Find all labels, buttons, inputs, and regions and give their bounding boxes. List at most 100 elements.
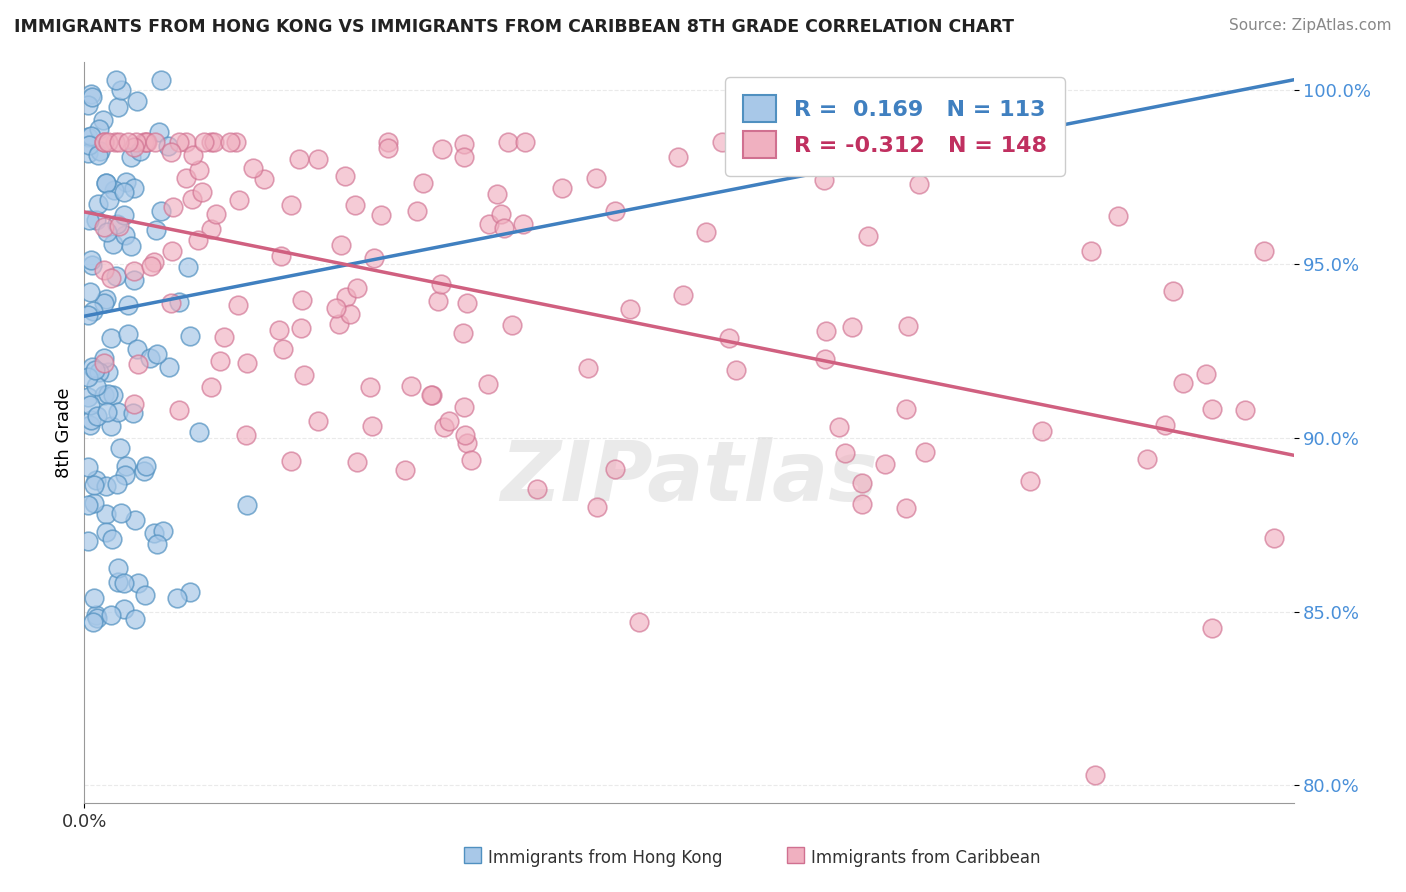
Point: [101, 236, 124, 251]
Point: [339, 307, 361, 321]
Point: [1234, 402, 1257, 417]
Point: [363, 252, 385, 266]
Point: [152, 524, 174, 538]
Point: [477, 377, 499, 392]
Point: [420, 387, 443, 401]
Point: [77, 370, 100, 384]
Point: [1161, 284, 1184, 298]
Point: [489, 206, 512, 220]
Point: [134, 464, 156, 478]
Point: [270, 249, 292, 263]
Point: [139, 259, 162, 273]
Point: [512, 217, 534, 231]
Point: [86, 611, 108, 625]
Point: [1263, 532, 1285, 546]
Point: [271, 343, 294, 357]
Point: [307, 153, 329, 167]
Text: Source: ZipAtlas.com: Source: ZipAtlas.com: [1229, 18, 1392, 33]
Point: [94, 293, 117, 307]
Point: [437, 414, 460, 428]
Point: [146, 347, 169, 361]
Point: [128, 144, 150, 158]
Point: [160, 296, 183, 310]
Point: [132, 136, 155, 150]
Point: [666, 149, 689, 163]
Point: [335, 290, 357, 304]
Point: [377, 136, 399, 150]
Point: [176, 260, 198, 274]
Point: [84, 363, 107, 377]
Point: [873, 457, 896, 471]
Point: [485, 187, 508, 202]
Point: [1107, 209, 1129, 223]
Point: [828, 420, 851, 434]
Point: [361, 418, 384, 433]
Point: [1018, 475, 1040, 489]
Point: [406, 204, 429, 219]
Point: [894, 501, 917, 516]
Point: [93, 136, 115, 150]
Point: [526, 482, 548, 496]
Point: [157, 359, 180, 374]
Point: [1136, 451, 1159, 466]
Point: [202, 136, 225, 150]
Point: [290, 293, 312, 308]
Point: [114, 458, 136, 473]
Point: [236, 356, 259, 370]
Point: [359, 380, 381, 394]
Point: [77, 138, 100, 153]
Point: [333, 169, 356, 183]
Point: [80, 129, 103, 144]
Point: [134, 588, 156, 602]
Point: [187, 163, 209, 178]
Point: [162, 200, 184, 214]
Point: [135, 136, 157, 150]
Point: [100, 607, 122, 622]
Point: [82, 89, 104, 103]
Point: [166, 591, 188, 605]
Point: [112, 602, 135, 616]
Point: [346, 281, 368, 295]
Point: [433, 420, 456, 434]
Point: [125, 342, 148, 356]
Point: [103, 183, 125, 197]
Point: [145, 223, 167, 237]
Point: [112, 575, 135, 590]
Point: [420, 388, 443, 402]
Point: [346, 455, 368, 469]
Point: [97, 387, 120, 401]
Point: [515, 136, 537, 150]
Point: [292, 368, 315, 382]
Point: [453, 400, 475, 414]
Point: [77, 130, 100, 145]
Point: [97, 136, 120, 150]
Point: [290, 321, 312, 335]
Point: [82, 359, 104, 374]
Point: [167, 402, 190, 417]
Point: [101, 387, 124, 401]
Point: [107, 405, 129, 419]
Point: [377, 141, 399, 155]
Point: [87, 148, 110, 162]
Point: [179, 584, 201, 599]
Point: [711, 136, 734, 150]
Point: [122, 139, 145, 153]
Y-axis label: 8th Grade: 8th Grade: [55, 387, 73, 478]
Point: [117, 298, 139, 312]
Point: [100, 419, 122, 434]
Point: [242, 161, 264, 175]
Point: [179, 329, 201, 343]
Point: [104, 268, 127, 283]
Point: [77, 459, 100, 474]
Point: [494, 221, 516, 235]
Point: [93, 263, 115, 277]
Point: [412, 177, 434, 191]
Point: [93, 295, 115, 310]
Point: [628, 615, 651, 629]
Point: [200, 222, 222, 236]
Point: [174, 136, 197, 150]
Point: [586, 500, 609, 514]
Point: [208, 354, 231, 368]
Point: [143, 136, 166, 150]
Point: [107, 561, 129, 575]
